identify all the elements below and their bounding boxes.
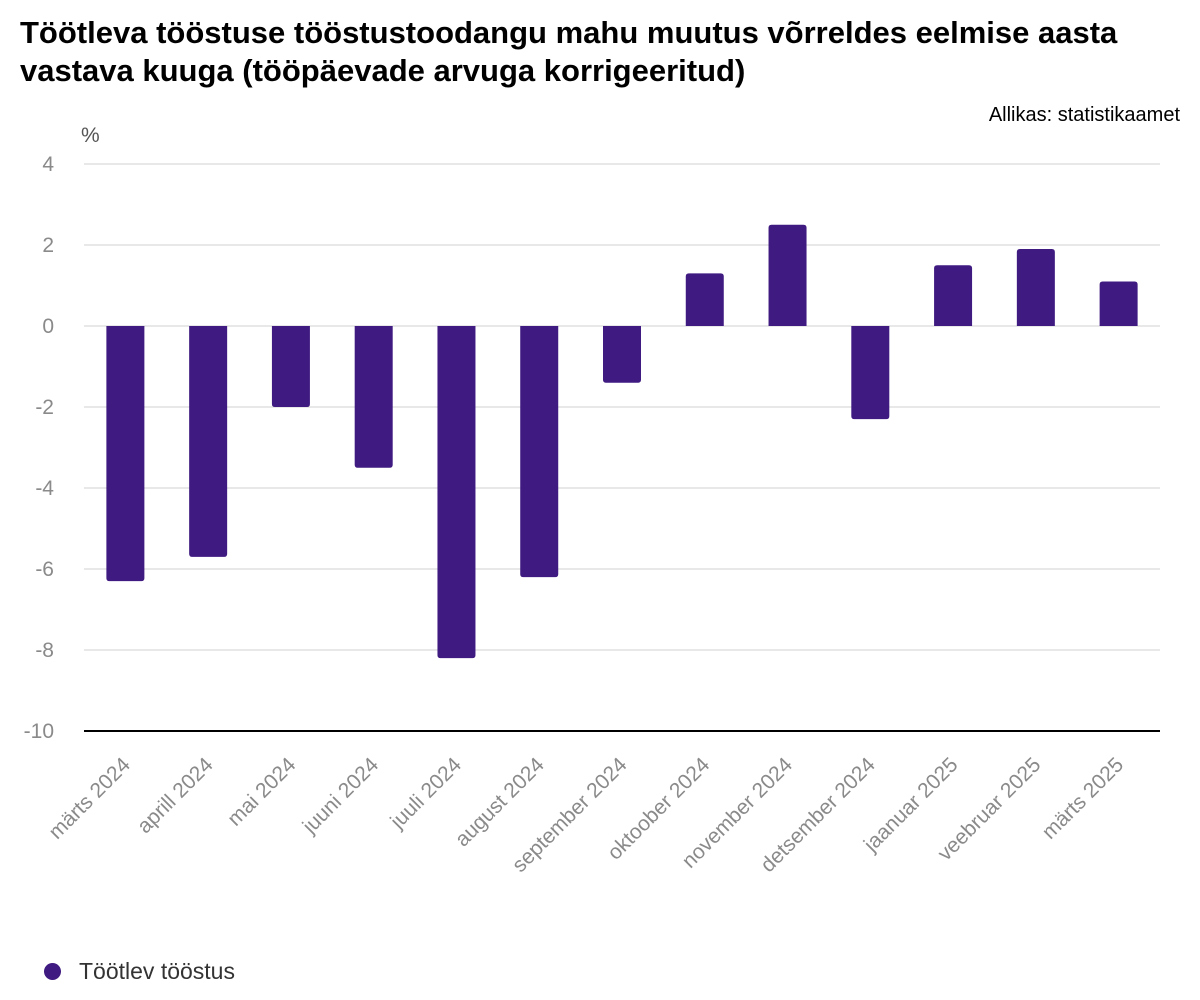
bar-2[interactable] (189, 326, 228, 557)
source-label: Allikas: statistikaamet (988, 104, 1180, 126)
bar-6[interactable] (520, 326, 559, 578)
x-tick-label: aprill 2024 (133, 753, 218, 838)
y-tick-label: 2 (42, 234, 54, 257)
bar-3[interactable] (271, 326, 310, 407)
y-tick-label: 4 (42, 153, 54, 176)
chart-title: Töötleva tööstuse tööstustoodangu mahu m… (20, 15, 1118, 88)
legend[interactable]: Töötlev tööstus (44, 958, 235, 985)
bar-5[interactable] (437, 326, 476, 659)
legend-dot-icon (44, 963, 61, 980)
bar-9[interactable] (768, 224, 807, 326)
bar-12[interactable] (1016, 249, 1055, 326)
bar-13[interactable] (1099, 281, 1138, 326)
bar-10[interactable] (851, 326, 890, 420)
bar-4[interactable] (354, 326, 393, 468)
bar-11[interactable] (934, 265, 973, 326)
y-tick-label: 0 (42, 315, 54, 338)
legend-label: Töötlev tööstus (79, 958, 235, 984)
x-tick-label: märts 2024 (44, 753, 135, 844)
x-tick-label: juuni 2024 (298, 753, 384, 839)
y-axis-unit-label: % (81, 124, 100, 147)
x-tick-label: juuli 2024 (385, 753, 466, 834)
y-tick-label: -10 (24, 720, 54, 743)
y-tick-label: -2 (35, 396, 54, 419)
x-tick-label: mai 2024 (223, 753, 301, 831)
bar-8[interactable] (685, 273, 724, 326)
y-tick-label: -4 (35, 477, 54, 500)
bar-7[interactable] (603, 326, 641, 383)
y-tick-label: -6 (35, 558, 54, 581)
x-tick-label: märts 2025 (1038, 753, 1129, 844)
bar-1[interactable] (106, 326, 145, 582)
y-tick-label: -8 (35, 639, 54, 662)
